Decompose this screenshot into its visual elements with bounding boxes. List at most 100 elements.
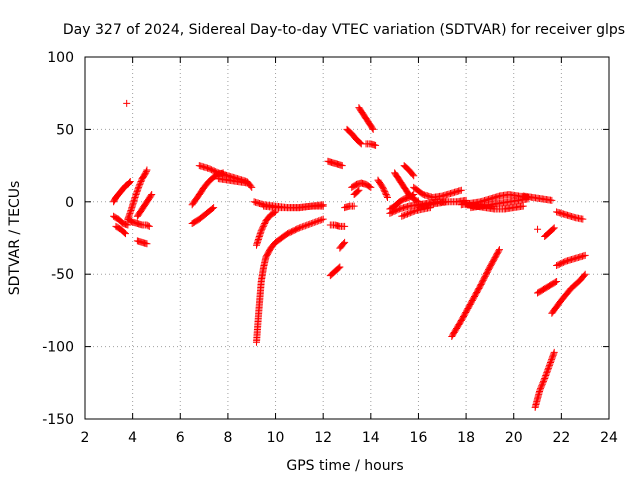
data-point	[136, 180, 144, 188]
data-point	[380, 186, 388, 194]
data-point	[541, 374, 549, 382]
x-tick-label: 24	[600, 430, 618, 446]
series-arc-b	[110, 212, 132, 229]
data-point	[260, 221, 268, 229]
data-point	[148, 191, 156, 199]
data-point	[126, 178, 134, 186]
series-arc-x	[348, 179, 375, 191]
data-point	[126, 208, 134, 216]
data-point	[538, 380, 546, 388]
data-point	[401, 211, 409, 219]
data-point	[132, 192, 140, 200]
y-tick-label: -100	[42, 340, 74, 356]
data-point	[312, 218, 320, 226]
data-point	[549, 351, 557, 359]
data-point	[304, 221, 312, 229]
x-tick-label: 6	[176, 430, 185, 446]
data-point	[382, 191, 390, 199]
data-point	[413, 197, 421, 205]
data-point	[550, 224, 558, 232]
data-point	[536, 386, 544, 394]
data-point	[403, 210, 411, 218]
data-point	[132, 191, 140, 199]
data-point	[372, 141, 380, 149]
y-tick-label: -50	[51, 267, 74, 283]
data-point	[307, 220, 315, 228]
x-tick-label: 10	[267, 430, 285, 446]
data-point	[341, 222, 349, 230]
data-point	[306, 220, 314, 228]
data-point	[411, 207, 419, 215]
data-point	[545, 361, 553, 369]
data-point	[406, 209, 414, 217]
x-axis-ticks: 2 4 6 8 10 12 14 16 18 20 22 24	[81, 57, 618, 446]
data-points	[110, 99, 589, 411]
data-point	[313, 217, 321, 225]
data-point	[398, 212, 406, 220]
x-tick-label: 4	[128, 430, 137, 446]
data-point	[495, 246, 503, 254]
data-point	[548, 196, 556, 204]
x-tick-label: 20	[505, 430, 523, 446]
data-point	[381, 189, 389, 197]
x-tick-label: 2	[81, 430, 90, 446]
data-point	[543, 369, 551, 377]
y-axis-label: SDTVAR / TECUs	[7, 181, 23, 296]
y-axis-ticks: 100 50 0 -50 -100 -150	[42, 50, 609, 428]
data-point	[495, 247, 503, 255]
y-tick-label: -150	[42, 412, 74, 428]
data-point	[408, 208, 416, 216]
data-point	[134, 186, 142, 194]
data-point	[297, 223, 305, 231]
data-point	[121, 229, 129, 237]
series-arc-p	[324, 157, 346, 170]
series-arc-e	[124, 215, 153, 230]
data-point	[549, 353, 557, 361]
series-arc-y	[350, 186, 363, 199]
data-point	[336, 263, 344, 271]
series-arc-ak	[448, 246, 503, 340]
data-point	[547, 357, 555, 365]
data-point	[548, 356, 556, 364]
plot-frame	[84, 56, 610, 420]
data-point	[143, 166, 151, 174]
data-point	[135, 182, 143, 190]
series-arc-q	[326, 221, 349, 230]
data-point	[547, 359, 555, 367]
series-outlier-1	[123, 99, 131, 107]
series-arc-j	[195, 162, 256, 191]
data-point	[581, 270, 589, 278]
data-point	[135, 183, 143, 191]
data-point	[381, 188, 389, 196]
data-point	[319, 202, 327, 210]
series-arc-aj	[462, 201, 527, 213]
data-point	[368, 124, 376, 132]
series-arc-w	[362, 140, 380, 149]
data-point	[541, 373, 549, 381]
data-point	[548, 354, 556, 362]
data-point	[539, 379, 547, 387]
data-point	[356, 139, 364, 147]
data-point	[126, 209, 134, 217]
data-point	[127, 206, 135, 214]
data-point	[542, 370, 550, 378]
data-point	[366, 183, 374, 191]
data-point	[550, 350, 558, 358]
data-point	[409, 171, 417, 179]
series-arc-t	[341, 202, 358, 212]
data-point	[367, 183, 375, 191]
x-tick-label: 12	[314, 430, 332, 446]
chart-title: Day 327 of 2024, Sidereal Day-to-day VTE…	[63, 22, 625, 38]
data-point	[540, 377, 547, 385]
series-arc-ao	[531, 348, 558, 411]
data-point	[298, 223, 306, 231]
data-point	[379, 185, 387, 193]
series-arc-n	[252, 208, 280, 249]
series-arc-h	[188, 204, 218, 228]
data-point	[144, 222, 152, 230]
series-arc-r	[326, 263, 344, 280]
series-arc-k	[214, 175, 251, 187]
data-point	[131, 193, 139, 201]
data-point	[123, 99, 131, 107]
